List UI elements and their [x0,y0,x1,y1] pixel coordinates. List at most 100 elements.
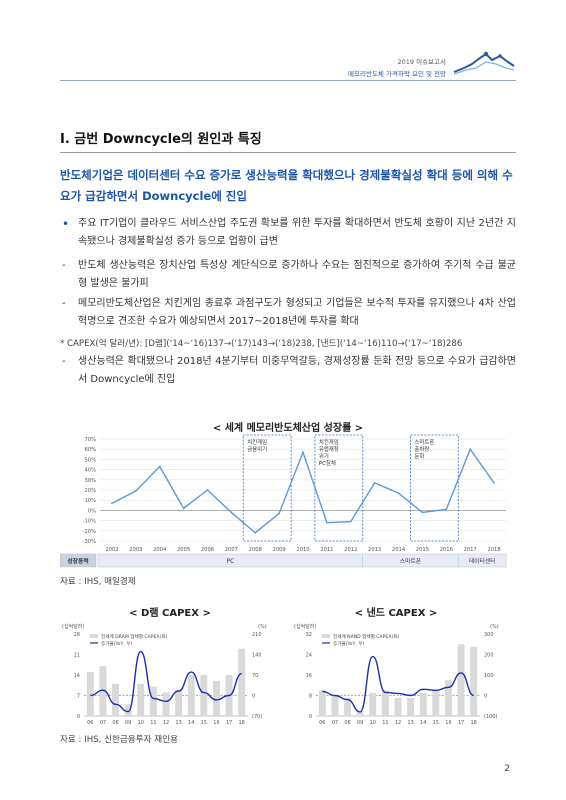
capex-bar [187,675,195,716]
capex-bar [444,680,452,716]
data-point [469,448,472,451]
x-tick-label: 13 [407,720,413,726]
y-tick-left: 28 [74,632,80,638]
y-tick-label: 70% [84,437,96,443]
capex-bar [470,646,478,716]
y-tick-right: (70) [252,714,262,720]
x-tick-label: 08 [344,720,350,726]
data-point [373,481,376,484]
legend-label: 전세계 DRAM 업체별 CAPEX(좌) [101,633,168,640]
capex-bar [200,675,208,716]
data-point [111,502,113,505]
x-tick-label: 15 [201,720,207,726]
capex-bar [344,698,352,716]
y-tick-left: 16 [306,673,312,679]
annotation-label: 유럽재정 [319,445,339,453]
data-point [302,451,304,454]
bullet-sub: - 반도체 생산능력은 장치산업 특성상 계단식으로 증가하나 수요는 점진적으… [62,257,516,293]
y-tick-left: 7 [77,694,80,700]
figure-source: 자료 : IHS, 신한금융투자 재인용 [60,735,178,745]
y-tick-left: 24 [306,653,312,659]
x-tick-label: 06 [87,720,93,726]
x-tick-label: 07 [332,720,338,726]
band-label: 데이터센터 [469,557,496,565]
x-tick-label: 15 [433,720,439,726]
data-point [230,511,233,514]
figure1-caption: < 세계 메모리반도체산업 성장률 > [212,423,364,434]
figure3-caption: < 낸드 CAPEX > [354,608,438,619]
x-tick-label: 12 [395,720,401,726]
left-axis-unit: (십억달러) [62,623,84,630]
x-tick-label: 13 [175,720,181,726]
annotation-label: 위기 [319,452,329,460]
y-tick-right: 100 [484,673,494,679]
y-tick-left: 14 [74,673,80,679]
data-point [254,531,257,534]
data-point [278,512,281,515]
data-point [158,465,161,468]
bullet-text: 주요 IT기업이 클라우드 서비스산업 주도권 확보를 위한 투자를 확대하면서… [78,218,516,247]
x-tick-label: 2006 [201,547,214,553]
legend-label: 증가율(YoY, 우) [101,640,132,647]
y-tick-right: 0 [252,694,255,700]
legend-label: 증가율(YoY, 우) [333,640,364,647]
x-tick-label: 2018 [487,547,500,553]
left-axis-unit: (십억달러) [294,623,316,630]
x-tick-label: 2002 [105,547,118,553]
capex-note: * CAPEX(억 달러/년): [D램](‘14~‘16)137→(‘17)1… [60,339,463,349]
capex-bar [175,689,183,716]
y-tick-left: 0 [77,714,80,720]
x-tick-label: 2007 [225,547,238,553]
y-tick-label: 10% [84,498,96,504]
x-tick-label: 09 [125,720,131,726]
capex-bar [99,666,107,716]
y-tick-left: 0 [309,714,312,720]
growth-driver-band [60,553,97,568]
data-point [182,507,185,510]
y-tick-label: 20% [84,488,96,494]
x-tick-label: 2017 [464,547,477,553]
y-tick-label: -30% [83,539,96,545]
y-tick-right: 70 [252,673,258,679]
x-tick-label: 2005 [177,547,190,553]
x-tick-label: 07 [100,720,106,726]
chart-background [60,433,516,573]
x-tick-label: 18 [471,720,477,726]
growth-line-chart: 70% 60% 50% 40% 30% 20% 10% 0% -10% -20% -30% 치킨게임금… [60,433,516,573]
x-tick-label: 14 [420,720,426,726]
capex-bar [149,686,157,716]
data-point [206,489,209,491]
x-tick-label: 2014 [392,547,406,553]
y-tick-label: -20% [83,529,96,535]
capex-bar [162,692,170,716]
y-tick-left: 21 [74,653,80,659]
yoy-growth-line [322,655,474,713]
y-tick-right: (100) [484,714,497,720]
bullet-text: 메모리반도체산업은 치킨게임 종료후 과점구도가 형성되고 기업들은 보수적 투… [78,298,516,327]
annotation-label: 치킨게임 [247,438,267,446]
capex-bar [457,644,465,716]
capex-bar [238,648,246,716]
data-point [445,508,448,511]
bullet-marker: • [62,217,70,231]
data-point [421,511,424,514]
band-label: PC [227,559,235,565]
annotation-label: 스마트폰 [414,438,434,446]
legend-swatch-bar [322,634,330,638]
x-tick-label: 10 [138,720,144,726]
capex-bar [124,704,132,716]
section-divider [60,152,516,153]
capex-bar [419,692,427,716]
bullet-text: 반도체 생산능력은 장치산업 특성상 계단식으로 증가하나 수요는 점진적으로 … [78,260,516,289]
capex-bar [356,710,364,716]
y-tick-right: 0 [484,694,487,700]
annotation-label: 출하량 [414,445,429,453]
x-tick-label: 09 [357,720,363,726]
annotation-label: PC침체 [319,459,336,467]
section-title: Ⅰ. 금번 Downcycle의 원인과 특징 [60,132,262,147]
x-tick-label: 14 [188,720,194,726]
bullet-sub: - 메모리반도체산업은 치킨게임 종료후 과점구도가 형성되고 기업들은 보수적… [62,295,516,331]
capex-bar [432,690,440,716]
x-tick-label: 16 [213,720,219,726]
